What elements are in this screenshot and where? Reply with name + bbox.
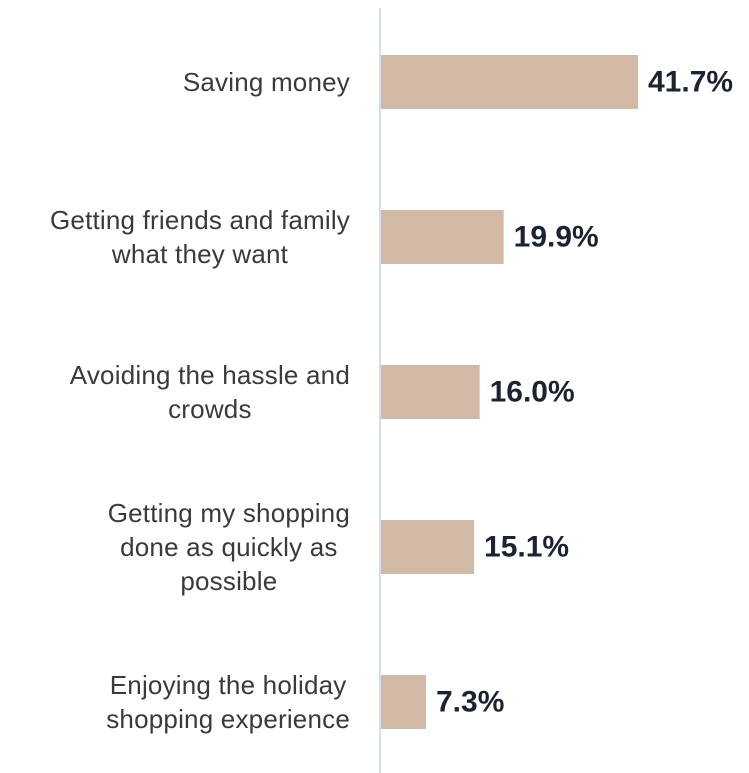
value-labels-group: 41.7% 19.9% 16.0% 15.1% 7.3% [436,66,733,719]
category-labels-group: Saving money Getting friends and family wh… [50,67,350,734]
category-label-4: Getting my shopping done as quickly as pos… [108,498,350,596]
bar-3 [381,365,480,419]
category-label-3-line-2: crowds [168,394,252,424]
category-label-1-line-1: Saving money [183,67,350,97]
value-label-2: 19.9% [514,221,599,254]
value-label-1: 41.7% [648,66,733,99]
category-label-2-line-1: Getting friends and family [50,205,350,235]
bar-4 [381,520,475,574]
bars-group [381,55,638,729]
category-label-4-line-2: done as quickly as [120,532,338,562]
category-label-3-line-1: Avoiding the hassle and [70,360,350,390]
bar-2 [381,210,504,264]
value-label-3: 16.0% [490,376,575,409]
category-label-1: Saving money [183,67,350,97]
category-label-4-line-3: possible [180,566,277,596]
category-label-5-line-2: shopping experience [106,704,350,734]
value-label-4: 15.1% [484,531,569,564]
category-label-2: Getting friends and family what they want [50,205,350,269]
category-label-5: Enjoying the holiday shopping experience [106,670,350,734]
category-label-3: Avoiding the hassle and crowds [70,360,350,424]
bar-1 [381,55,638,109]
category-label-2-line-2: what they want [111,239,289,269]
category-label-5-line-1: Enjoying the holiday [110,670,347,700]
value-label-5: 7.3% [436,686,504,719]
bar-5 [381,675,426,729]
category-label-4-line-1: Getting my shopping [108,498,350,528]
